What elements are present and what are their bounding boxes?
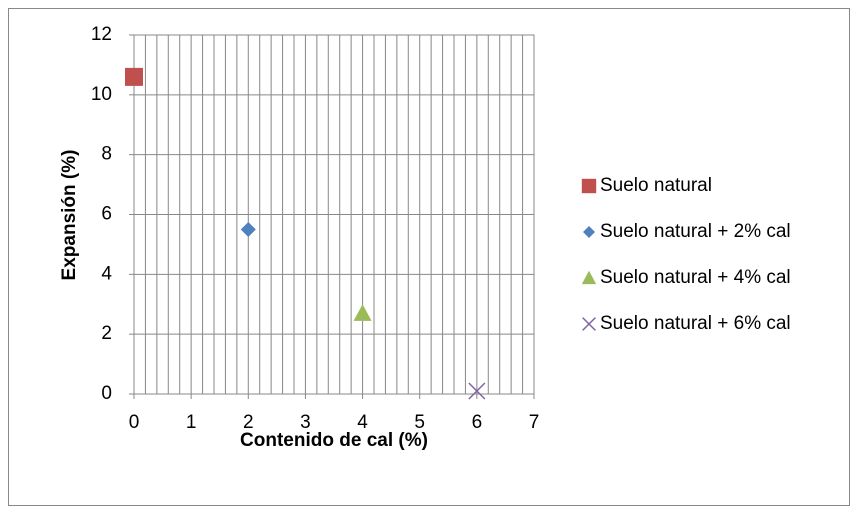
legend-label: Suelo natural <box>600 175 712 196</box>
x-tick-label: 3 <box>300 412 311 433</box>
marker <box>125 67 143 86</box>
marker <box>353 304 372 321</box>
chart-border <box>8 8 850 506</box>
y-tick-label: 0 <box>101 383 112 404</box>
plot-border <box>133 34 535 395</box>
y-tick-label: 10 <box>91 84 112 105</box>
y-tick-label: 2 <box>101 323 112 344</box>
marker <box>581 178 597 194</box>
x-tick-label: 0 <box>129 412 140 433</box>
x-tick-label: 4 <box>357 412 368 433</box>
x-tick-label: 1 <box>186 412 197 433</box>
legend-label: Suelo natural + 6% cal <box>600 313 791 334</box>
y-axis-title: Expansión (%) <box>59 150 80 281</box>
x-tick-label: 5 <box>414 412 425 433</box>
x-tick-label: 7 <box>529 412 540 433</box>
x-tick-label: 2 <box>243 412 254 433</box>
marker <box>583 226 595 238</box>
marker <box>468 382 486 400</box>
x-tick-label: 6 <box>472 412 483 433</box>
y-tick-label: 6 <box>101 204 112 225</box>
marker <box>582 317 596 331</box>
y-tick-label: 4 <box>101 263 112 284</box>
x-axis-title: Contenido de cal (%) <box>240 430 428 451</box>
legend-label: Suelo natural + 4% cal <box>600 267 791 288</box>
y-tick-label: 12 <box>91 24 112 45</box>
marker <box>240 221 256 237</box>
y-tick-label: 8 <box>101 144 112 165</box>
legend-label: Suelo natural + 2% cal <box>600 221 791 242</box>
marker <box>581 270 597 285</box>
